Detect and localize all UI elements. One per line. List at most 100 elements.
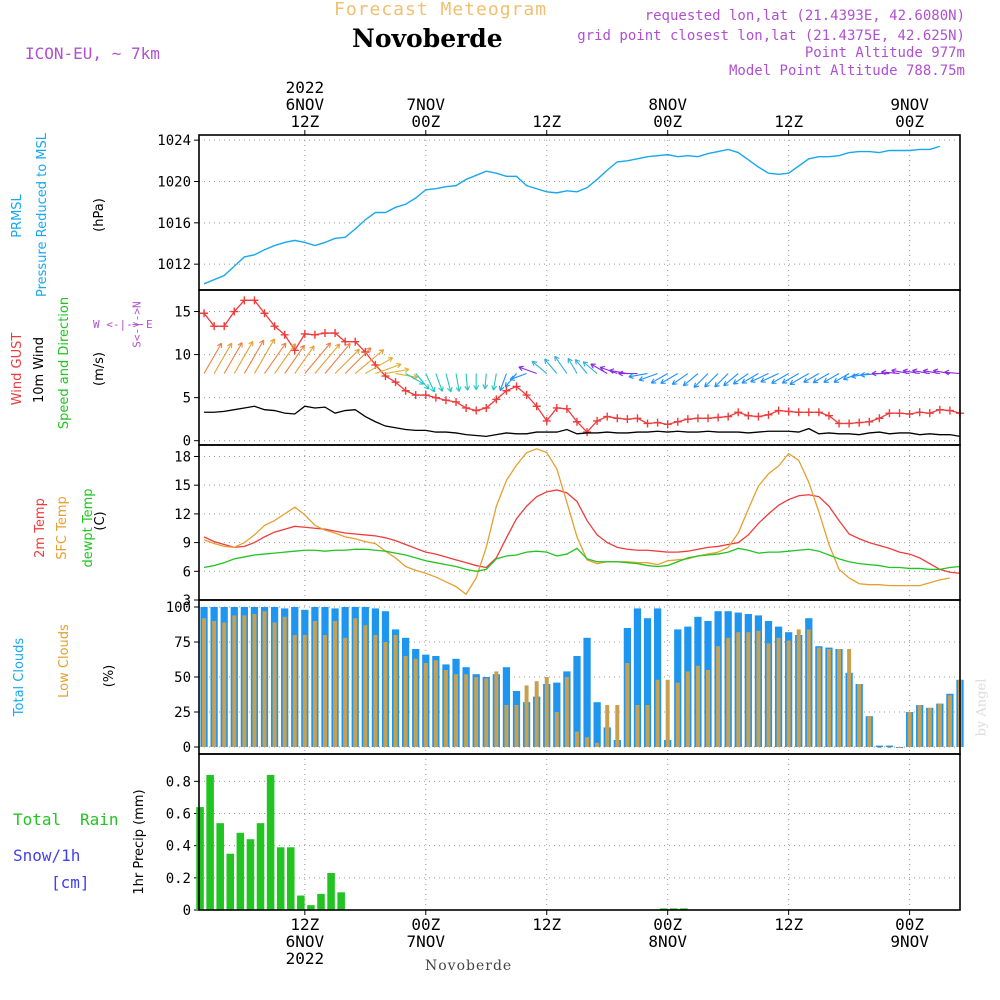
precip-snow-label: Snow/1h	[13, 846, 81, 865]
bottom-time-label: 8NOV	[648, 932, 687, 951]
low-cloud-bar	[534, 681, 539, 747]
wind-direction-arrow	[723, 373, 739, 387]
wind-direction-arrow	[781, 373, 800, 384]
wind-gust-marker	[704, 414, 713, 423]
wind-gust-marker	[411, 391, 420, 400]
wind-direction-arrow	[732, 373, 749, 385]
total-cloud-bar	[633, 608, 642, 747]
panel-background-0	[199, 135, 960, 290]
rain-bar	[246, 839, 255, 910]
wind-direction-arrow	[375, 362, 402, 375]
low-cloud-bar	[423, 663, 428, 747]
low-cloud-bar	[685, 671, 690, 747]
low-cloud-bar	[605, 705, 610, 747]
wind-gust-marker	[714, 413, 723, 422]
wind-gust-marker	[925, 409, 934, 418]
wind-gust-marker	[482, 403, 491, 412]
wind-gust-marker	[724, 412, 733, 421]
low-cloud-bar	[857, 684, 862, 747]
rain-bar	[206, 774, 214, 910]
wind-direction-arrow	[567, 357, 578, 374]
wind-direction-arrow	[334, 348, 360, 374]
chart-title: Novoberde	[352, 24, 503, 53]
top-time-label: 7NOV	[407, 95, 446, 114]
low-cloud-bar	[292, 635, 297, 747]
low-cloud-bar	[474, 677, 479, 747]
wind-direction-arrow	[812, 373, 830, 384]
wind-speed-line	[204, 405, 961, 438]
wind-direction-arrow	[590, 363, 608, 375]
wind-direction-arrow	[314, 343, 341, 374]
low-cloud-bar	[665, 679, 670, 747]
ytick-label: 25	[174, 705, 191, 721]
requested-coords: requested lon,lat (21.4393E, 42.6080N)	[644, 8, 965, 24]
wind-gust-marker	[200, 309, 209, 318]
low-cloud-bar	[897, 747, 902, 748]
low-cloud-bar	[454, 674, 459, 747]
wind-direction-arrow	[223, 342, 243, 374]
wind-gust-marker	[734, 408, 743, 417]
rain-bar	[276, 847, 285, 910]
wind-direction-arrow	[294, 345, 315, 374]
chart-subtitle: Forecast Meteogram	[334, 0, 548, 20]
ytick-label: 50	[174, 670, 191, 686]
bottom-time-label: 12Z	[774, 915, 803, 934]
wind-direction-arrow	[264, 342, 287, 374]
low-cloud-bar	[433, 660, 438, 747]
wind-gust-marker	[945, 406, 954, 415]
rain-bar	[669, 908, 678, 910]
wind-direction-arrow	[704, 373, 719, 388]
rain-bar	[297, 895, 305, 910]
bottom-time-label: 12Z	[532, 915, 561, 934]
rain-bar	[216, 823, 224, 910]
wind-direction-arrow	[880, 369, 900, 376]
wind-gust-marker	[583, 428, 592, 437]
pressure-series-line	[203, 145, 941, 285]
ytick-label: 10	[174, 348, 191, 364]
wind-gust-marker	[814, 408, 823, 417]
wind-gust-marker	[351, 337, 360, 346]
rain-bar	[226, 853, 235, 910]
low-cloud-bar	[322, 635, 327, 747]
low-cloud-bar	[756, 630, 761, 747]
wind-direction-arrow	[771, 373, 789, 384]
precip-cm-label: [cm]	[51, 873, 90, 892]
low-cloud-bar	[333, 621, 338, 747]
wind-gust-marker	[522, 391, 531, 400]
low-cloud-bar	[524, 685, 529, 747]
panel-background-2	[199, 445, 960, 600]
wind-direction-arrow	[574, 358, 588, 374]
wind-gust-marker	[532, 402, 541, 411]
low-cloud-bar	[343, 637, 348, 747]
bottom-time-label: 12Z	[290, 915, 319, 934]
wind-gust-line	[203, 299, 961, 434]
ytick-label: 1012	[157, 257, 191, 273]
wind-gust-marker	[613, 414, 622, 423]
wind-gust-marker	[492, 395, 501, 404]
low-cloud-bar	[413, 658, 418, 747]
low-cloud-bar	[615, 705, 620, 747]
bottom-time-label: 9NOV	[890, 932, 929, 951]
wind-gust-marker	[361, 348, 370, 356]
wind-direction-arrow	[871, 370, 890, 377]
wind-gust-marker	[744, 411, 753, 420]
wind-gust-marker	[673, 417, 682, 426]
low-cloud-bar	[796, 629, 801, 747]
wind-gust-marker	[421, 391, 430, 400]
wind-gust-marker	[250, 296, 259, 305]
ytick-label: 18	[174, 449, 191, 465]
wind-direction-arrow	[284, 344, 305, 374]
wind-direction-arrow	[415, 373, 430, 390]
top-time-label: 8NOV	[648, 95, 687, 114]
low-cloud-bar	[202, 618, 207, 747]
total-cloud-bar	[593, 702, 601, 747]
wind-gust-marker	[280, 330, 289, 339]
wind-gust-marker	[915, 408, 924, 417]
rain-bar	[327, 873, 335, 910]
wind-gust-marker	[270, 322, 279, 331]
low-cloud-bar	[464, 674, 469, 747]
low-cloud-bar	[393, 635, 398, 747]
low-cloud-bar	[786, 640, 791, 747]
panel-frame-4	[198, 753, 961, 911]
top-time-label: 9NOV	[890, 95, 929, 114]
